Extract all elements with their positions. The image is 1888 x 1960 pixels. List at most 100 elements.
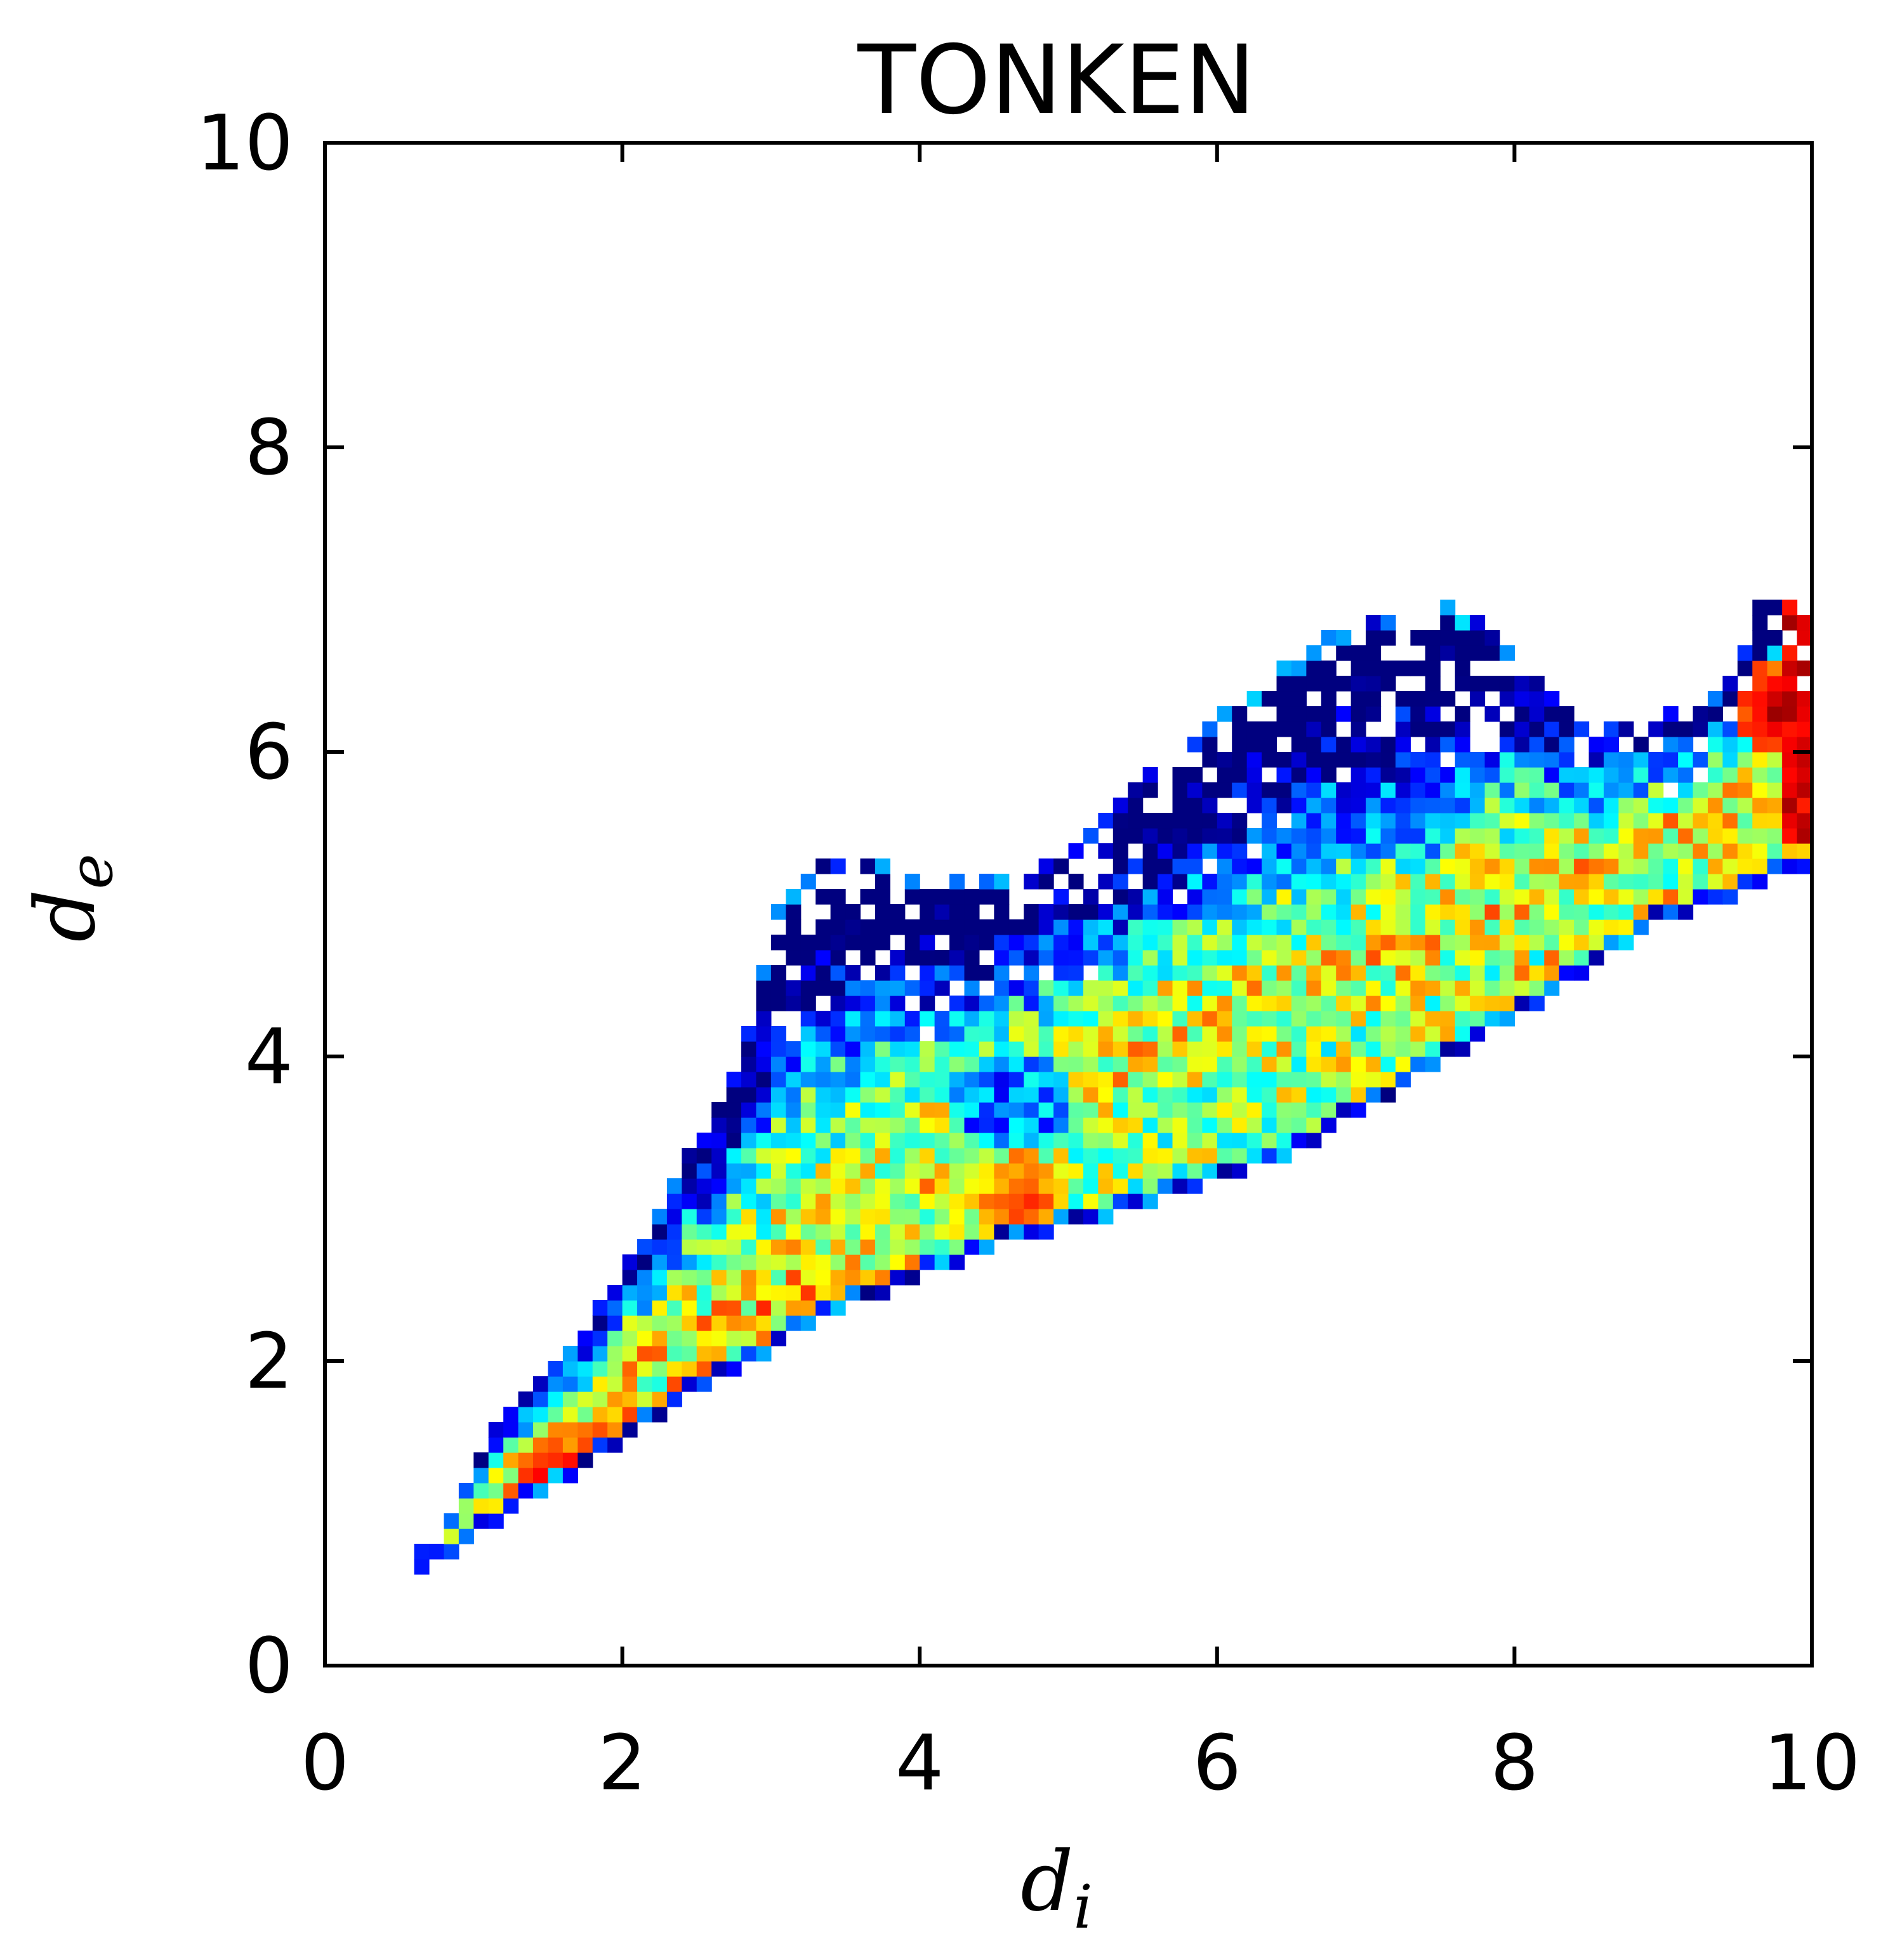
heatmap-cell <box>1663 798 1679 813</box>
heatmap-cell <box>1455 813 1470 829</box>
heatmap-cell <box>1484 950 1500 966</box>
heatmap-cell <box>1246 767 1262 783</box>
heatmap-cell <box>1350 706 1366 722</box>
heatmap-cell <box>1484 782 1500 798</box>
heatmap-cell <box>1737 798 1753 813</box>
heatmap-cell <box>1128 1087 1144 1103</box>
heatmap-cell <box>770 1270 786 1286</box>
heatmap-cell <box>964 1148 980 1164</box>
heatmap-cell <box>1083 996 1099 1011</box>
heatmap-cell <box>1291 919 1307 935</box>
heatmap-cell <box>1678 874 1694 890</box>
heatmap-cell <box>1306 1011 1322 1027</box>
heatmap-cell <box>1083 1133 1099 1148</box>
heatmap-cell <box>830 935 846 950</box>
heatmap-cell <box>1276 828 1292 844</box>
heatmap-cell <box>1514 737 1530 753</box>
heatmap-cell <box>1529 767 1545 783</box>
heatmap-cells <box>414 600 1812 1575</box>
heatmap-cell <box>1544 737 1560 753</box>
heatmap-cell <box>548 1437 564 1453</box>
heatmap-cell <box>1008 1117 1024 1133</box>
heatmap-cell <box>1380 798 1396 813</box>
heatmap-cell <box>1068 1041 1084 1057</box>
heatmap-cell <box>920 889 935 905</box>
heatmap-cell <box>1187 965 1203 981</box>
heatmap-cell <box>1038 1011 1054 1027</box>
heatmap-cell <box>904 919 920 935</box>
heatmap-cell <box>979 1011 994 1027</box>
heatmap-cell <box>1410 980 1426 996</box>
heatmap-cell <box>1722 843 1738 859</box>
heatmap-cell <box>1008 1041 1024 1057</box>
heatmap-cell <box>964 1224 980 1240</box>
heatmap-cell <box>1455 965 1470 981</box>
heatmap-cell <box>1410 798 1426 813</box>
heatmap-cell <box>1559 828 1574 844</box>
heatmap-cell <box>488 1498 504 1514</box>
heatmap-cell <box>1693 828 1708 844</box>
heatmap-cell <box>1618 843 1634 859</box>
heatmap-cell <box>637 1239 653 1255</box>
heatmap-cell <box>1633 828 1649 844</box>
heatmap-cell <box>1350 950 1366 966</box>
heatmap-cell <box>1470 919 1486 935</box>
heatmap-cell <box>964 1087 980 1103</box>
heatmap-cell <box>1350 721 1366 737</box>
heatmap-cell <box>1484 798 1500 813</box>
heatmap-cell <box>815 1163 831 1179</box>
heatmap-cell <box>622 1270 638 1286</box>
heatmap-cell <box>1038 996 1054 1011</box>
heatmap-cell <box>741 1148 757 1164</box>
heatmap-cell <box>979 1056 994 1072</box>
heatmap-cell <box>890 1270 906 1286</box>
heatmap-cell <box>1603 767 1620 783</box>
heatmap-cell <box>860 1239 876 1255</box>
heatmap-cell <box>875 1041 890 1057</box>
heatmap-cell <box>830 1285 846 1301</box>
heatmap-cell <box>1797 615 1812 631</box>
heatmap-cell <box>860 996 876 1011</box>
heatmap-cell <box>1246 1087 1262 1103</box>
heatmap-cell <box>1024 950 1040 966</box>
heatmap-cell <box>1321 996 1337 1011</box>
heatmap-cell <box>1395 858 1411 874</box>
heatmap-cell <box>934 1209 950 1225</box>
heatmap-cell <box>875 1087 890 1103</box>
heatmap-cell <box>1529 828 1545 844</box>
heatmap-cell <box>1425 1041 1441 1057</box>
heatmap-cell <box>904 950 920 966</box>
heatmap-cell <box>830 1163 846 1179</box>
heatmap-cell <box>1068 950 1084 966</box>
heatmap-cell <box>548 1361 564 1377</box>
heatmap-cell <box>1559 950 1574 966</box>
heatmap-cell <box>815 1133 831 1148</box>
heatmap-cell <box>770 965 786 981</box>
heatmap-cell <box>1484 1011 1500 1027</box>
heatmap-cell <box>1276 858 1292 874</box>
heatmap-cell <box>1440 767 1456 783</box>
heatmap-cell <box>1767 843 1783 859</box>
heatmap-cell <box>1544 950 1560 966</box>
heatmap-cell <box>1038 1178 1054 1194</box>
heatmap-cell <box>711 1270 727 1286</box>
heatmap-cell <box>1276 706 1292 722</box>
heatmap-cell <box>1112 1117 1128 1133</box>
heatmap-cell <box>1618 919 1634 935</box>
heatmap-cell <box>1276 721 1292 737</box>
heatmap-cell <box>1128 1133 1144 1148</box>
heatmap-cell <box>1350 1026 1366 1042</box>
heatmap-cell <box>1306 1087 1322 1103</box>
heatmap-cell <box>890 919 906 935</box>
heatmap-cell <box>1321 767 1337 783</box>
heatmap-cell <box>800 1178 816 1194</box>
heatmap-cell <box>607 1422 623 1438</box>
heatmap-cell <box>1024 1087 1040 1103</box>
heatmap-cell <box>1440 980 1456 996</box>
heatmap-cell <box>904 1224 920 1240</box>
heatmap-cell <box>1514 996 1530 1011</box>
heatmap-cell <box>1276 889 1292 905</box>
heatmap-cell <box>890 1239 906 1255</box>
heatmap-cell <box>1232 919 1248 935</box>
x-tick-label-1: 2 <box>598 1720 646 1808</box>
